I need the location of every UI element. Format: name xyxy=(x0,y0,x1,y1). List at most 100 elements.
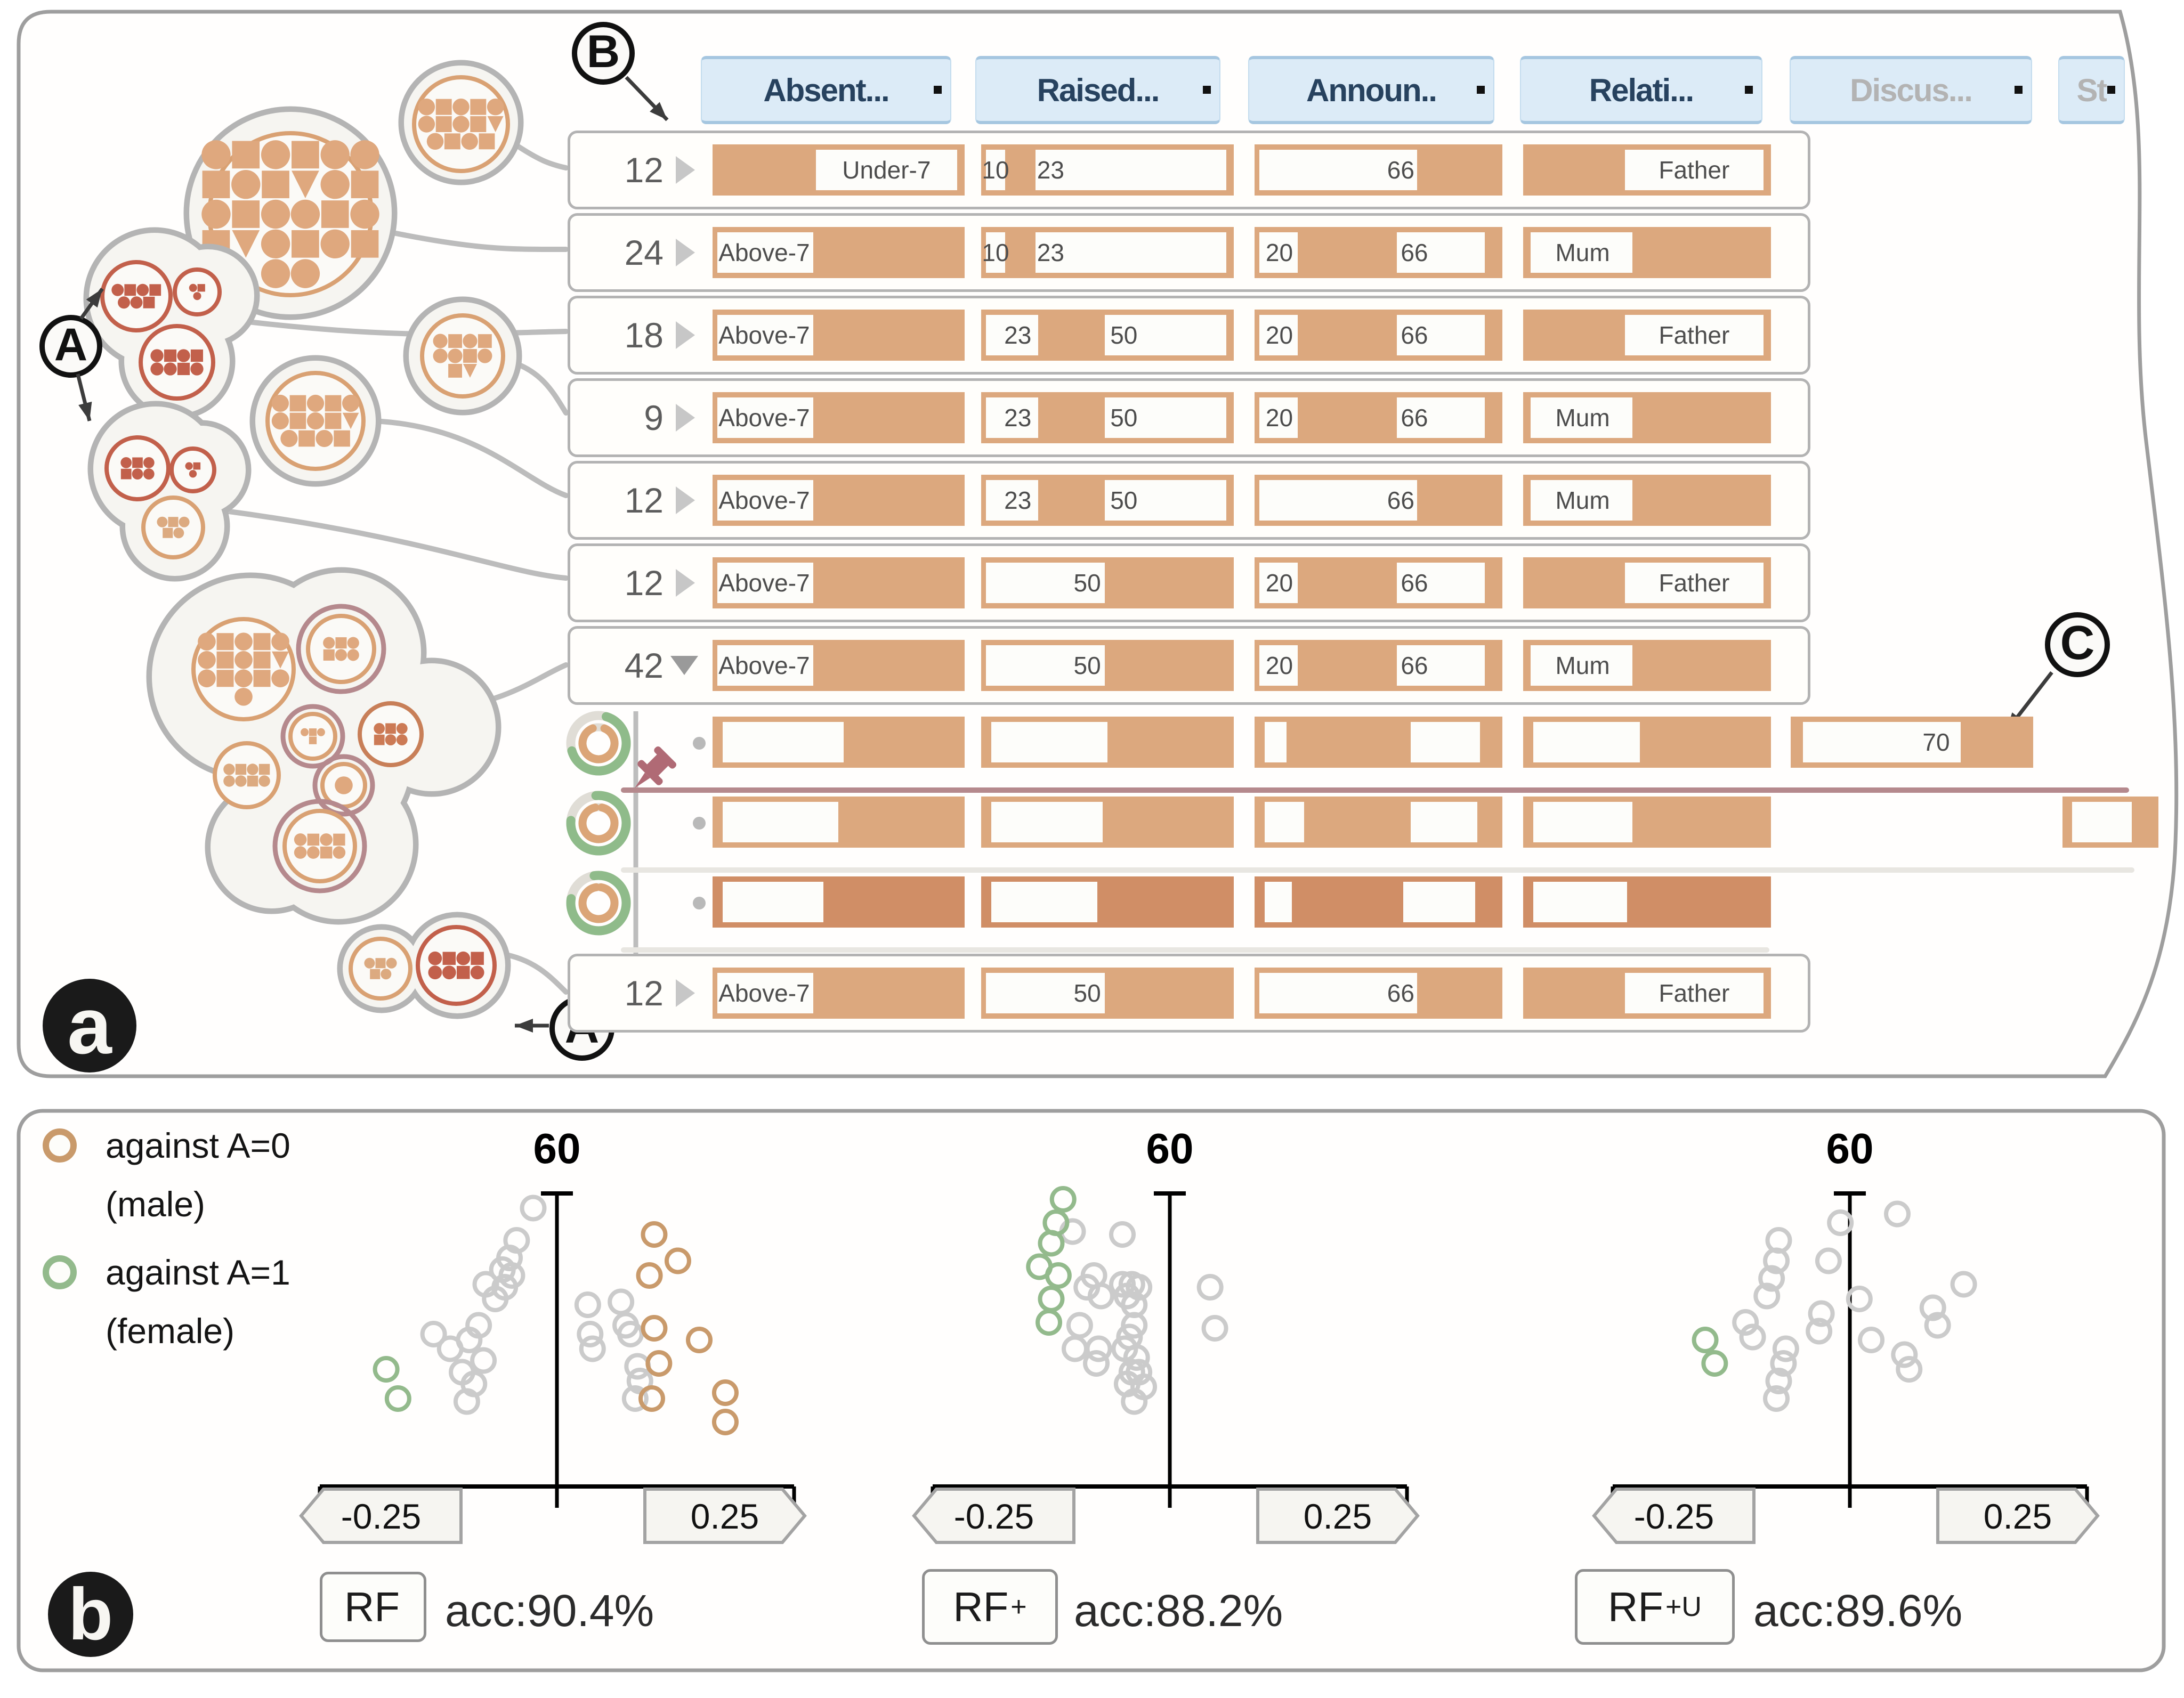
bar-range-window xyxy=(1259,973,1417,1013)
rule-bar xyxy=(1523,876,1771,928)
scatter-point xyxy=(1758,1265,1785,1292)
expand-arrow-icon[interactable] xyxy=(676,486,695,514)
rule-bar: Above-7 xyxy=(713,557,965,608)
svg-text:A: A xyxy=(54,319,87,370)
annotation-c: C xyxy=(2045,612,2110,677)
scatter-point xyxy=(1827,1209,1854,1236)
bar-value-label: Father xyxy=(1659,321,1730,349)
scatter-point xyxy=(1196,1274,1224,1301)
outcome-ring-icon-2 xyxy=(566,871,631,936)
expand-arrow-icon[interactable] xyxy=(676,156,695,184)
rule-bar xyxy=(1255,717,1502,768)
column-header-announ[interactable]: Announ.. xyxy=(1248,56,1494,124)
bar-value-label: 66 xyxy=(1401,652,1428,679)
legend-female-ring-icon xyxy=(43,1255,77,1289)
bar-value-label: Mum xyxy=(1555,239,1610,266)
cluster-bubble-3[interactable] xyxy=(87,401,252,582)
rule-bar: Mum xyxy=(1523,640,1771,691)
scatter-point xyxy=(645,1350,673,1377)
bar-value-label: 20 xyxy=(1265,239,1293,266)
bar-value-label: Mum xyxy=(1555,486,1610,514)
column-header-label: Relati... xyxy=(1589,72,1694,108)
rule-bar: Above-7 xyxy=(713,640,965,691)
bar-range-window xyxy=(1802,722,1961,762)
column-header-relati[interactable]: Relati... xyxy=(1520,56,1762,124)
cluster-bubble-4[interactable] xyxy=(249,355,382,487)
outcome-ring-icon-1 xyxy=(566,791,631,856)
pin-icon[interactable] xyxy=(624,744,680,800)
bar-range-window xyxy=(986,232,1006,273)
column-header-absent[interactable]: Absent... xyxy=(701,56,951,124)
column-header-label: Announ.. xyxy=(1306,72,1436,108)
scatter-point xyxy=(489,1256,516,1283)
column-header-discus[interactable]: Discus... xyxy=(1790,56,2032,124)
svg-text:0.25: 0.25 xyxy=(1304,1497,1372,1536)
column-collapse-button[interactable] xyxy=(2107,86,2115,94)
cluster-bubble-2[interactable] xyxy=(83,227,260,420)
column-collapse-button[interactable] xyxy=(1477,86,1485,94)
annotation-b: B xyxy=(572,22,635,85)
cluster-bubble-0[interactable] xyxy=(398,60,524,185)
legend-female-label: against A=1 xyxy=(106,1253,290,1292)
scatter-point xyxy=(1109,1221,1136,1248)
scatter-point xyxy=(1692,1327,1719,1353)
column-header-raised[interactable]: Raised... xyxy=(975,56,1220,124)
cluster-bubble-7[interactable] xyxy=(337,912,511,1019)
rule-bar: Above-7 xyxy=(713,968,965,1019)
rule-bar: 20 66 xyxy=(1255,392,1502,443)
column-collapse-button[interactable] xyxy=(934,86,942,94)
svg-text:C: C xyxy=(2060,616,2095,669)
bar-value-label: 66 xyxy=(1387,156,1414,184)
bar-value-label: 10 xyxy=(982,156,1009,184)
rule-count: 12 xyxy=(624,563,664,603)
expand-arrow-icon[interactable] xyxy=(676,569,695,597)
rule-bar: 10 23 xyxy=(981,144,1234,196)
bar-value-label: Above-7 xyxy=(718,652,810,679)
bar-value-label: 50 xyxy=(1073,979,1101,1007)
expand-arrow-icon[interactable] xyxy=(676,239,695,266)
scatter-point xyxy=(472,1271,499,1298)
outcome-ring-icon-0 xyxy=(566,711,631,776)
svg-text:-0.25: -0.25 xyxy=(1634,1497,1714,1536)
bar-value-label: Mum xyxy=(1555,404,1610,432)
rule-bar: Under-7 xyxy=(713,144,965,196)
scatter-point xyxy=(1126,1274,1153,1301)
scatter-point xyxy=(1701,1350,1728,1377)
rule-count: 24 xyxy=(624,233,664,272)
bar-value-label: Above-7 xyxy=(718,404,810,432)
column-header-st[interactable]: St xyxy=(2058,56,2125,124)
plot3-ymax-label: 60 xyxy=(1826,1125,1874,1172)
rule-bar: 20 66 xyxy=(1255,640,1502,691)
expand-arrow-icon[interactable] xyxy=(676,404,695,432)
scatter-point xyxy=(1109,1271,1136,1298)
bar-value-label: Mum xyxy=(1555,652,1610,679)
scatter-point xyxy=(664,1247,691,1274)
rule-bar: 23 50 xyxy=(981,392,1234,443)
cluster-bubble-5[interactable] xyxy=(403,296,522,416)
column-header-label: Absent... xyxy=(763,72,889,108)
cluster-bubble-6[interactable] xyxy=(146,567,501,925)
collapse-arrow-icon[interactable] xyxy=(670,656,698,675)
scatter-plot-2: -0.25 0.25 xyxy=(912,1186,1420,1544)
rule-bar: Above-7 xyxy=(713,310,965,361)
rule-bar xyxy=(713,797,965,848)
annotation-a-left-arrow-up xyxy=(79,287,104,320)
expand-arrow-icon[interactable] xyxy=(676,321,695,349)
expand-arrow-icon[interactable] xyxy=(676,979,695,1007)
column-collapse-button[interactable] xyxy=(2015,86,2023,94)
rule-bar xyxy=(981,797,1234,848)
bar-value-label: 23 xyxy=(1004,321,1032,349)
scatter-point xyxy=(1087,1282,1114,1310)
bar-range-window xyxy=(1403,882,1475,922)
scatter-plot-1: -0.25 0.25 xyxy=(299,1191,807,1544)
bar-range-window xyxy=(1533,722,1640,762)
column-collapse-button[interactable] xyxy=(1745,86,1753,94)
rule-bar xyxy=(981,876,1234,928)
rule-count: 9 xyxy=(644,398,664,437)
bar-range-window xyxy=(717,645,814,686)
bar-range-window xyxy=(1530,232,1632,273)
scatter-point xyxy=(1085,1335,1112,1362)
column-collapse-button[interactable] xyxy=(1203,86,1211,94)
bar-value-label: Father xyxy=(1659,156,1730,184)
panel-b-badge: b xyxy=(48,1572,133,1657)
